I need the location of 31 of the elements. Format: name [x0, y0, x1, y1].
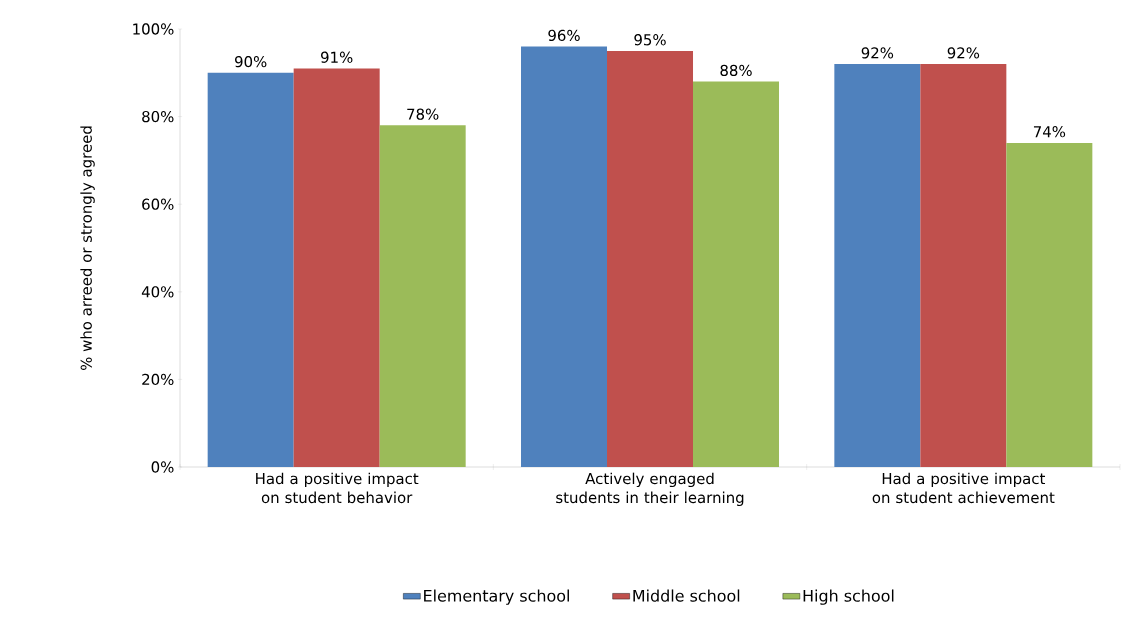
legend-label: High school [803, 589, 894, 605]
y-tick-label: 80% [142, 110, 174, 123]
x-tick-label: Had a positive impact on student achievement [872, 472, 1055, 504]
data-label: 92% [947, 47, 980, 59]
data-label: 91% [321, 51, 353, 63]
legend-label: Elementary school [424, 589, 569, 605]
bar [293, 68, 380, 467]
bar [1006, 142, 1093, 467]
x-tick-label: Actively engaged students in their learning [556, 472, 744, 507]
data-label: 96% [548, 29, 580, 41]
bar [693, 81, 780, 467]
y-tick-label: 20% [142, 373, 174, 386]
bar [521, 46, 608, 467]
data-label: 78% [407, 108, 439, 120]
data-label: 92% [861, 47, 894, 59]
y-tick-label: 60% [142, 198, 174, 210]
y-tick-label: 100% [133, 23, 174, 35]
y-tick-label: 40% [141, 286, 174, 298]
bar [379, 125, 466, 467]
legend-label: Middle school [633, 589, 740, 602]
bar [920, 64, 1007, 467]
y-tick-label: 0% [151, 461, 174, 473]
data-label: 90% [235, 55, 267, 68]
x-tick-label: Had a positive impact on student behavior [256, 472, 419, 504]
y-axis-title: % who arreed or strongly agreed [80, 126, 95, 371]
bar [607, 50, 694, 467]
bar [207, 72, 294, 467]
bar [834, 64, 921, 467]
data-label: 88% [720, 64, 752, 77]
data-label: 74% [1033, 126, 1066, 138]
data-label: 95% [634, 34, 666, 46]
